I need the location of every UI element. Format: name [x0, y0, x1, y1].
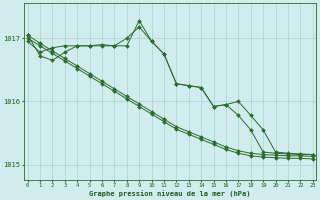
- X-axis label: Graphe pression niveau de la mer (hPa): Graphe pression niveau de la mer (hPa): [89, 190, 251, 197]
